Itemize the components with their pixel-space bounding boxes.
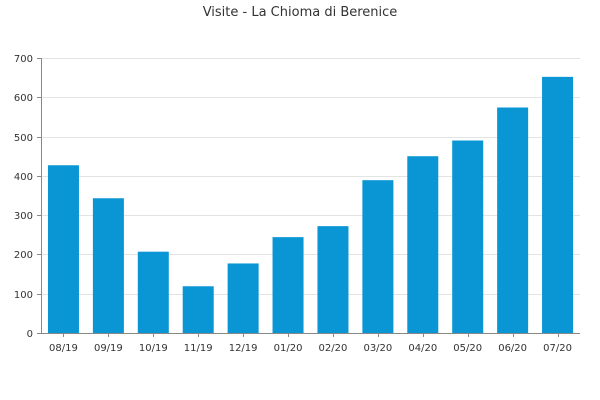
y-tick-label: 400: [14, 172, 33, 183]
chart-title: Visite - La Chioma di Berenice: [203, 5, 398, 20]
x-tick-label: 08/19: [49, 343, 78, 354]
bar-05-20[interactable]: [452, 140, 484, 334]
x-tick-label: 03/20: [363, 343, 392, 354]
bar-11-19[interactable]: [182, 286, 214, 333]
x-tick-label: 07/20: [543, 343, 572, 354]
x-tick-label: 10/19: [139, 343, 168, 354]
y-tick-label: 700: [14, 54, 33, 65]
bars: [47, 76, 574, 334]
grid-lines: [41, 58, 580, 295]
bar-10-19[interactable]: [137, 251, 169, 333]
y-tick-label: 600: [14, 93, 33, 104]
y-tick-label: 100: [14, 290, 33, 301]
y-tick-label: 500: [14, 133, 33, 144]
x-tick-label: 09/19: [94, 343, 123, 354]
x-axis-ticks: 08/19 09/19 10/19 11/19 12/19 01/20 02/20 03/20…: [49, 333, 572, 354]
x-tick-label: 06/20: [498, 343, 527, 354]
bar-03-20[interactable]: [362, 180, 394, 333]
x-tick-label: 04/20: [408, 343, 437, 354]
y-tick-label: 200: [14, 250, 33, 261]
axes: [41, 58, 580, 334]
x-tick-label: 11/19: [184, 343, 213, 354]
x-tick-label: 05/20: [453, 343, 482, 354]
y-axis-ticks: 0 100 200 300 400 500 600 700: [14, 54, 41, 340]
bar-07-20[interactable]: [542, 76, 574, 334]
x-tick-label: 02/20: [319, 343, 348, 354]
bar-04-20[interactable]: [407, 156, 439, 333]
x-tick-label: 01/20: [274, 343, 303, 354]
x-tick-label: 12/19: [229, 343, 258, 354]
y-tick-label: 300: [14, 211, 33, 222]
bar-01-20[interactable]: [272, 237, 304, 333]
bar-09-19[interactable]: [92, 198, 124, 333]
bar-08-19[interactable]: [47, 165, 79, 333]
bar-02-20[interactable]: [317, 226, 349, 333]
bar-12-19[interactable]: [227, 263, 259, 333]
y-tick-label: 0: [27, 329, 33, 340]
bar-06-20[interactable]: [497, 107, 529, 334]
